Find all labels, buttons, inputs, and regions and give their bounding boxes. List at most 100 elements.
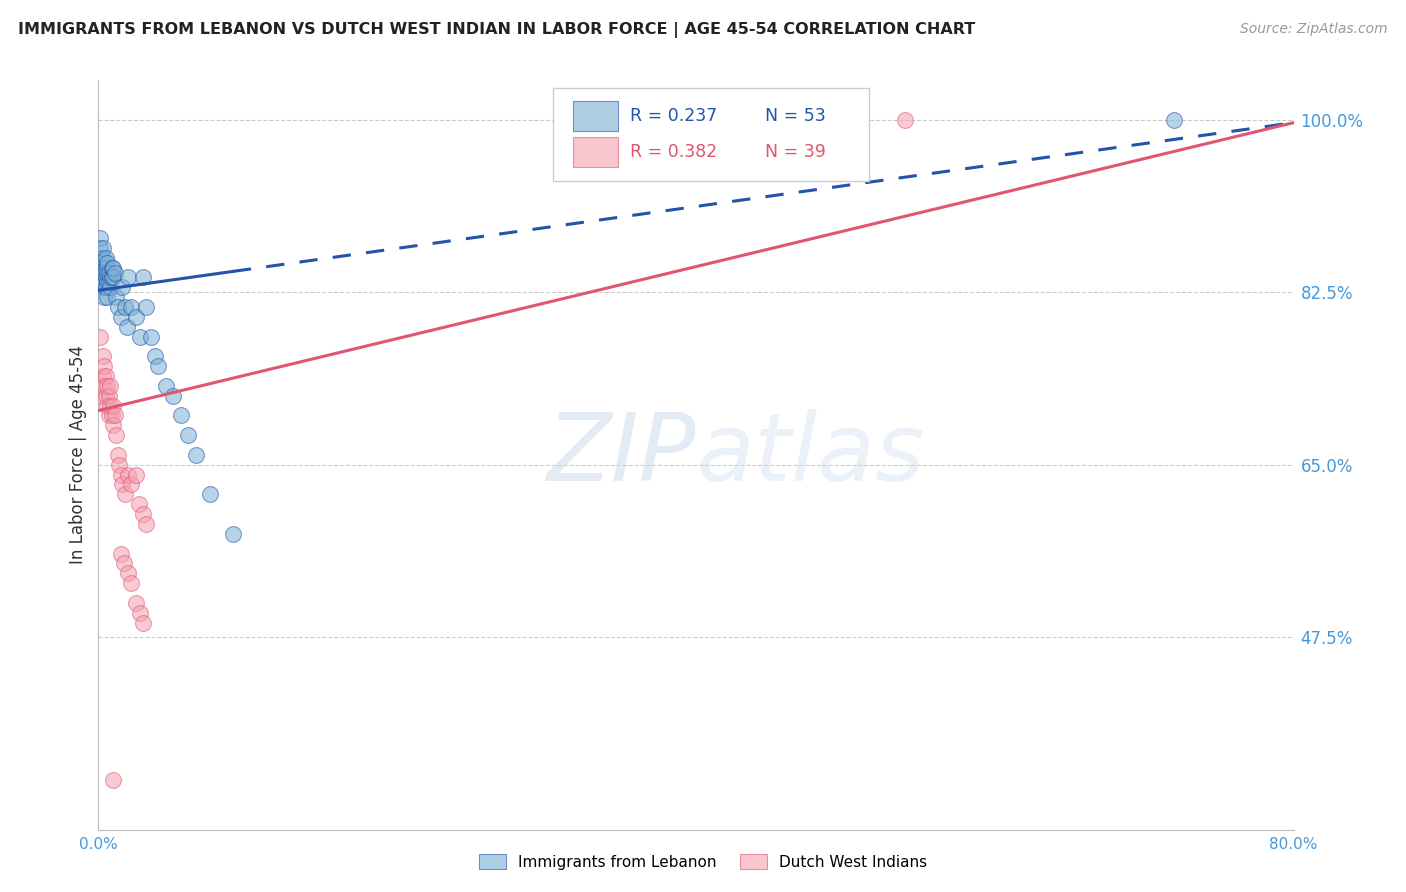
Point (148, 359, 170, 374)
Point (108, 458, 131, 472)
Point (110, 467, 132, 482)
Point (93, 276, 115, 290)
Point (96, 379, 118, 393)
Point (135, 516, 157, 531)
Point (98, 379, 122, 393)
Point (125, 596, 148, 610)
Point (93, 379, 115, 393)
Point (128, 497, 150, 511)
Point (103, 270, 125, 285)
Point (222, 526, 245, 541)
Point (91, 241, 114, 255)
Point (169, 409, 191, 423)
Point (96, 276, 118, 290)
Text: Source: ZipAtlas.com: Source: ZipAtlas.com (1240, 22, 1388, 37)
Point (132, 270, 155, 285)
Point (94, 270, 117, 285)
Point (96, 266, 118, 280)
Point (101, 270, 124, 285)
Point (103, 418, 125, 433)
Point (93, 266, 115, 280)
FancyBboxPatch shape (553, 87, 869, 181)
Point (117, 566, 139, 581)
Point (117, 467, 139, 482)
Point (112, 557, 135, 571)
Point (90, 389, 112, 403)
FancyBboxPatch shape (572, 102, 619, 131)
Point (97, 266, 120, 280)
Point (143, 349, 166, 363)
Point (96, 290, 118, 304)
FancyBboxPatch shape (572, 137, 619, 167)
Point (97, 389, 120, 403)
Text: R = 0.382: R = 0.382 (630, 144, 717, 161)
Legend: Immigrants from Lebanon, Dutch West Indians: Immigrants from Lebanon, Dutch West Indi… (471, 846, 935, 877)
Text: IMMIGRANTS FROM LEBANON VS DUTCH WEST INDIAN IN LABOR FORCE | AGE 45-54 CORRELAT: IMMIGRANTS FROM LEBANON VS DUTCH WEST IN… (18, 22, 976, 38)
Point (139, 329, 162, 343)
Point (94, 389, 117, 403)
Point (114, 487, 136, 501)
Point (97, 276, 120, 290)
Point (89, 241, 111, 255)
Point (89, 231, 111, 245)
Point (111, 477, 134, 491)
Point (96, 255, 118, 269)
Point (91, 251, 114, 265)
Point (135, 300, 157, 314)
Point (103, 260, 125, 275)
Text: N = 39: N = 39 (765, 144, 827, 161)
Point (105, 428, 128, 442)
Point (200, 487, 222, 501)
Point (117, 270, 139, 285)
Point (104, 409, 127, 423)
Point (115, 319, 138, 334)
Point (111, 280, 134, 294)
Text: N = 53: N = 53 (765, 107, 827, 125)
Point (120, 300, 142, 314)
Point (91, 260, 114, 275)
Point (177, 428, 200, 442)
Point (110, 547, 132, 561)
Text: atlas: atlas (696, 409, 924, 500)
Point (98, 399, 122, 413)
Y-axis label: In Labor Force | Age 45-54: In Labor Force | Age 45-54 (69, 345, 87, 565)
Point (184, 448, 207, 462)
Point (120, 477, 142, 491)
Point (91, 280, 114, 294)
Point (132, 507, 155, 521)
Point (125, 467, 148, 482)
Point (125, 310, 148, 324)
Point (91, 270, 114, 285)
Point (101, 260, 124, 275)
Point (94, 280, 117, 294)
Point (94, 251, 117, 265)
Point (91, 349, 114, 363)
Point (105, 290, 128, 304)
Text: R = 0.237: R = 0.237 (630, 107, 717, 125)
Point (90, 251, 112, 265)
Point (103, 773, 125, 788)
Point (91, 369, 114, 384)
Point (93, 359, 115, 374)
Point (103, 399, 125, 413)
Point (90, 270, 112, 285)
Point (110, 310, 132, 324)
Point (1163, 112, 1185, 127)
Point (894, 112, 917, 127)
Point (98, 270, 122, 285)
Point (96, 399, 118, 413)
Point (120, 576, 142, 591)
Point (114, 300, 136, 314)
Point (97, 409, 120, 423)
Point (94, 369, 117, 384)
Point (155, 379, 177, 393)
Point (129, 329, 152, 343)
Point (94, 260, 117, 275)
Text: ZIP: ZIP (547, 409, 696, 500)
Point (93, 290, 115, 304)
Point (90, 260, 112, 275)
Point (98, 280, 122, 294)
Point (129, 606, 152, 620)
Point (107, 448, 129, 462)
Point (101, 409, 124, 423)
